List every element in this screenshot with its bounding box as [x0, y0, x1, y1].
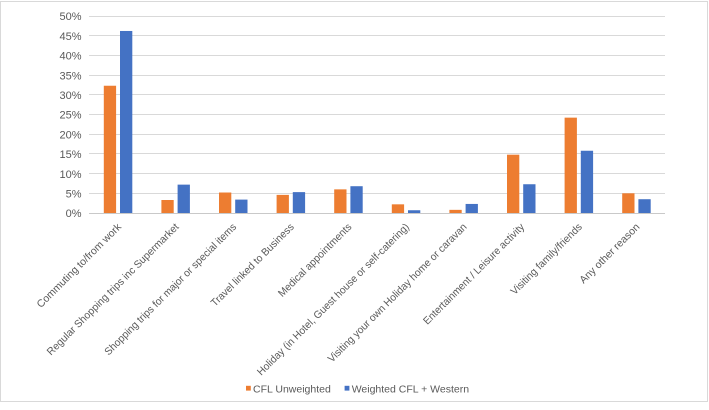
svg-text:CFL Unweighted: CFL Unweighted	[253, 383, 331, 395]
svg-text:5%: 5%	[66, 189, 82, 201]
svg-text:30%: 30%	[59, 90, 81, 102]
svg-text:10%: 10%	[59, 169, 81, 181]
svg-text:35%: 35%	[59, 70, 81, 82]
svg-text:50%: 50%	[59, 11, 81, 23]
svg-text:45%: 45%	[59, 31, 81, 43]
svg-text:40%: 40%	[59, 51, 81, 63]
svg-text:15%: 15%	[59, 149, 81, 161]
svg-text:20%: 20%	[59, 129, 81, 141]
svg-text:25%: 25%	[59, 110, 81, 122]
svg-text:0%: 0%	[66, 208, 82, 220]
svg-text:Weighted CFL + Western: Weighted CFL + Western	[352, 383, 470, 395]
